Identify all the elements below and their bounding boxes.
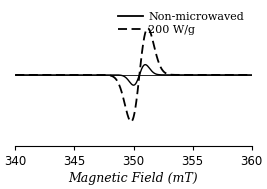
200 W/g bbox=[115, 78, 118, 81]
Non-microwaved bbox=[115, 74, 118, 76]
Non-microwaved bbox=[14, 74, 17, 76]
Legend: Non-microwaved, 200 W/g: Non-microwaved, 200 W/g bbox=[116, 10, 246, 37]
X-axis label: Magnetic Field (mT): Magnetic Field (mT) bbox=[69, 172, 198, 185]
200 W/g bbox=[104, 74, 108, 76]
Non-microwaved bbox=[104, 74, 108, 76]
Line: 200 W/g: 200 W/g bbox=[15, 28, 252, 122]
200 W/g bbox=[246, 74, 249, 76]
Non-microwaved bbox=[55, 74, 58, 76]
200 W/g bbox=[14, 74, 17, 76]
200 W/g bbox=[146, 27, 150, 29]
200 W/g bbox=[129, 120, 133, 123]
200 W/g bbox=[220, 74, 223, 76]
200 W/g bbox=[250, 74, 253, 76]
Non-microwaved bbox=[250, 74, 253, 76]
200 W/g bbox=[41, 74, 44, 76]
Non-microwaved bbox=[246, 74, 249, 76]
Non-microwaved bbox=[41, 74, 44, 76]
200 W/g bbox=[55, 74, 58, 76]
Non-microwaved bbox=[220, 74, 223, 76]
Non-microwaved bbox=[144, 64, 147, 66]
Non-microwaved bbox=[132, 84, 135, 86]
Line: Non-microwaved: Non-microwaved bbox=[15, 65, 252, 85]
